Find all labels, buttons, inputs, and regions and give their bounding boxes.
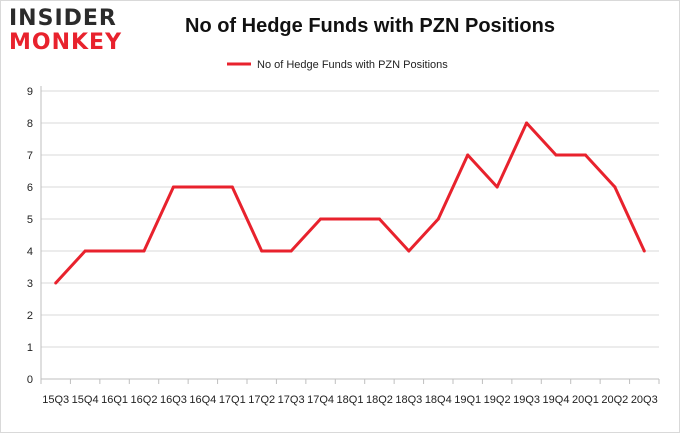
x-tick-label: 16Q3 xyxy=(160,394,187,406)
x-tick-label: 19Q2 xyxy=(484,394,511,406)
y-tick-label: 3 xyxy=(27,278,33,290)
legend-label: No of Hedge Funds with PZN Positions xyxy=(257,59,448,71)
data-point xyxy=(319,217,323,221)
x-tick-label: 20Q2 xyxy=(601,394,628,406)
y-tick-label: 2 xyxy=(27,310,33,322)
data-point xyxy=(142,249,146,253)
x-tick-label: 20Q1 xyxy=(572,394,599,406)
x-tick-label: 19Q3 xyxy=(513,394,540,406)
data-point xyxy=(613,185,617,189)
y-tick-label: 9 xyxy=(27,86,33,98)
data-point xyxy=(171,185,175,189)
x-tick-label: 17Q3 xyxy=(278,394,305,406)
logo-line-1: INSIDER xyxy=(9,6,117,31)
x-tick-label: 18Q4 xyxy=(425,394,452,406)
x-tick-label: 17Q4 xyxy=(307,394,334,406)
logo-line-2: MONKEY xyxy=(9,30,123,55)
data-point xyxy=(54,281,58,285)
data-point xyxy=(554,153,558,157)
series-layer xyxy=(54,121,646,285)
chart-title: No of Hedge Funds with PZN Positions xyxy=(185,15,555,37)
y-tick-label: 5 xyxy=(27,214,33,226)
data-point xyxy=(113,249,117,253)
data-point xyxy=(83,249,87,253)
y-axis-ticks: 0 1 2 3 4 5 6 7 8 9 xyxy=(27,86,33,386)
data-point xyxy=(525,121,529,125)
data-point xyxy=(377,217,381,221)
gridlines xyxy=(41,90,659,380)
y-tick-label: 7 xyxy=(27,150,33,162)
data-point xyxy=(230,185,234,189)
data-point xyxy=(348,217,352,221)
data-point xyxy=(642,249,646,253)
x-tick-label: 20Q3 xyxy=(631,394,658,406)
y-tick-label: 0 xyxy=(27,374,33,386)
data-point xyxy=(436,217,440,221)
x-tick-label: 17Q1 xyxy=(219,394,246,406)
x-tick-label: 15Q3 xyxy=(42,394,69,406)
x-tick-label: 18Q1 xyxy=(337,394,364,406)
data-point xyxy=(583,153,587,157)
data-point xyxy=(407,249,411,253)
data-point xyxy=(260,249,264,253)
x-tick-label: 16Q1 xyxy=(101,394,128,406)
x-tick-label: 19Q4 xyxy=(543,394,570,406)
x-tick-label: 17Q2 xyxy=(248,394,275,406)
data-point xyxy=(289,249,293,253)
y-tick-label: 8 xyxy=(27,118,33,130)
x-tick-label: 19Q1 xyxy=(454,394,481,406)
y-tick-label: 6 xyxy=(27,182,33,194)
axes xyxy=(40,86,659,380)
y-tick-label: 4 xyxy=(27,246,33,258)
x-tick-label: 16Q4 xyxy=(189,394,216,406)
x-tick-label: 16Q2 xyxy=(131,394,158,406)
data-point xyxy=(466,153,470,157)
x-tick-label: 18Q3 xyxy=(395,394,422,406)
x-axis-ticks: 15Q3 15Q4 16Q1 16Q2 16Q3 16Q4 17Q1 17Q2 17Q3 17Q4… xyxy=(40,379,660,406)
insider-monkey-logo: INSIDER MONKEY xyxy=(9,7,129,59)
x-tick-label: 18Q2 xyxy=(366,394,393,406)
x-tick-label: 15Q4 xyxy=(72,394,99,406)
series-line xyxy=(54,121,646,285)
data-point xyxy=(495,185,499,189)
legend: No of Hedge Funds with PZN Positions xyxy=(227,59,448,71)
data-point xyxy=(201,185,205,189)
y-tick-label: 1 xyxy=(27,342,33,354)
